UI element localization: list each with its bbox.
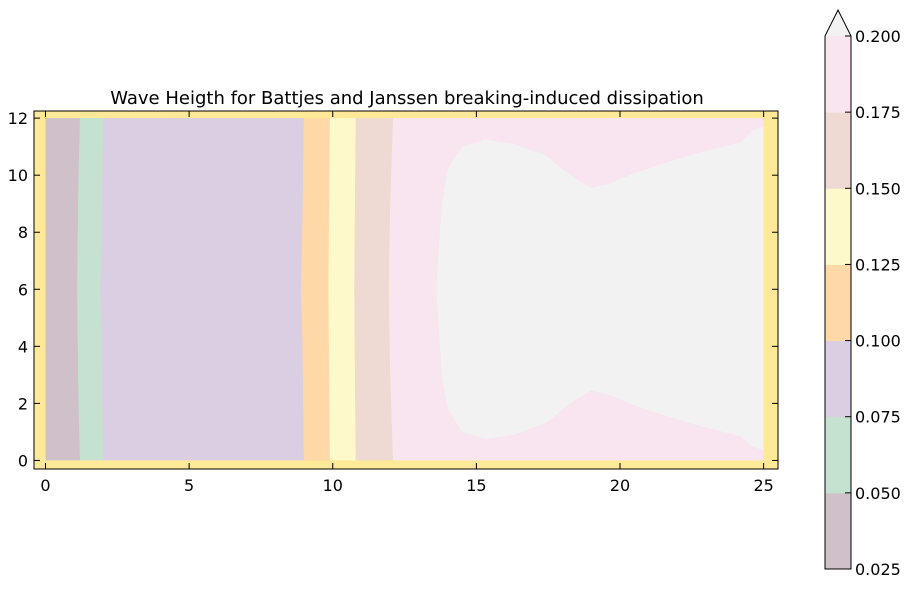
band-0.125-0.150 xyxy=(328,118,356,461)
colorbar-tick-label: 0.175 xyxy=(855,103,901,122)
y-tick-label: 12 xyxy=(8,109,28,128)
colorbar-segment xyxy=(825,264,851,342)
band-0.050-0.075 xyxy=(77,118,103,461)
x-axis: 0 5 10 15 20 25 xyxy=(40,111,774,495)
colorbar-segment xyxy=(825,36,851,113)
band-0.025-0.050 xyxy=(45,118,80,461)
colorbar-tick-label: 0.025 xyxy=(855,560,901,579)
colorbar-segment xyxy=(825,188,851,265)
x-tick-label: 0 xyxy=(40,476,50,495)
y-tick-label: 6 xyxy=(18,280,28,299)
plot-frame xyxy=(33,110,779,470)
plot-area xyxy=(33,110,779,470)
band-0.075-0.100 xyxy=(100,118,304,461)
colorbar-segment xyxy=(825,340,851,418)
band-0.100-0.125 xyxy=(301,118,330,461)
x-tick-label: 15 xyxy=(466,476,486,495)
colorbar-segment xyxy=(825,416,851,494)
y-tick-label: 10 xyxy=(8,166,28,185)
y-tick-label: 0 xyxy=(18,451,28,470)
colorbar-tick-label: 0.050 xyxy=(855,484,901,503)
colorbar-tick-label: 0.100 xyxy=(855,332,901,351)
colorbar-tick-label: 0.125 xyxy=(855,255,901,274)
y-axis: 0 2 4 6 8 10 12 xyxy=(8,109,778,470)
y-tick-label: 4 xyxy=(18,337,28,356)
colorbar-tick-label: 0.150 xyxy=(855,179,901,198)
colorbar-tick-label: 0.200 xyxy=(855,27,901,46)
colorbar-ticks: 0.025 0.050 0.075 0.100 0.125 0.150 0.175 0.200 xyxy=(845,27,901,579)
band-above-0.200 xyxy=(436,126,764,451)
y-tick-label: 2 xyxy=(18,394,28,413)
colorbar-segment xyxy=(825,112,851,189)
x-tick-label: 5 xyxy=(184,476,194,495)
colorbar-extend-triangle xyxy=(825,10,851,36)
x-tick-label: 10 xyxy=(323,476,343,495)
band-0.150-0.175 xyxy=(354,118,394,461)
x-tick-label: 25 xyxy=(753,476,773,495)
chart-title: Wave Heigth for Battjes and Janssen brea… xyxy=(110,88,704,109)
x-tick-label: 20 xyxy=(610,476,630,495)
colorbar-segment xyxy=(825,492,851,570)
colorbar xyxy=(824,8,852,570)
y-tick-label: 8 xyxy=(18,223,28,242)
colorbar-tick-label: 0.075 xyxy=(855,408,901,427)
